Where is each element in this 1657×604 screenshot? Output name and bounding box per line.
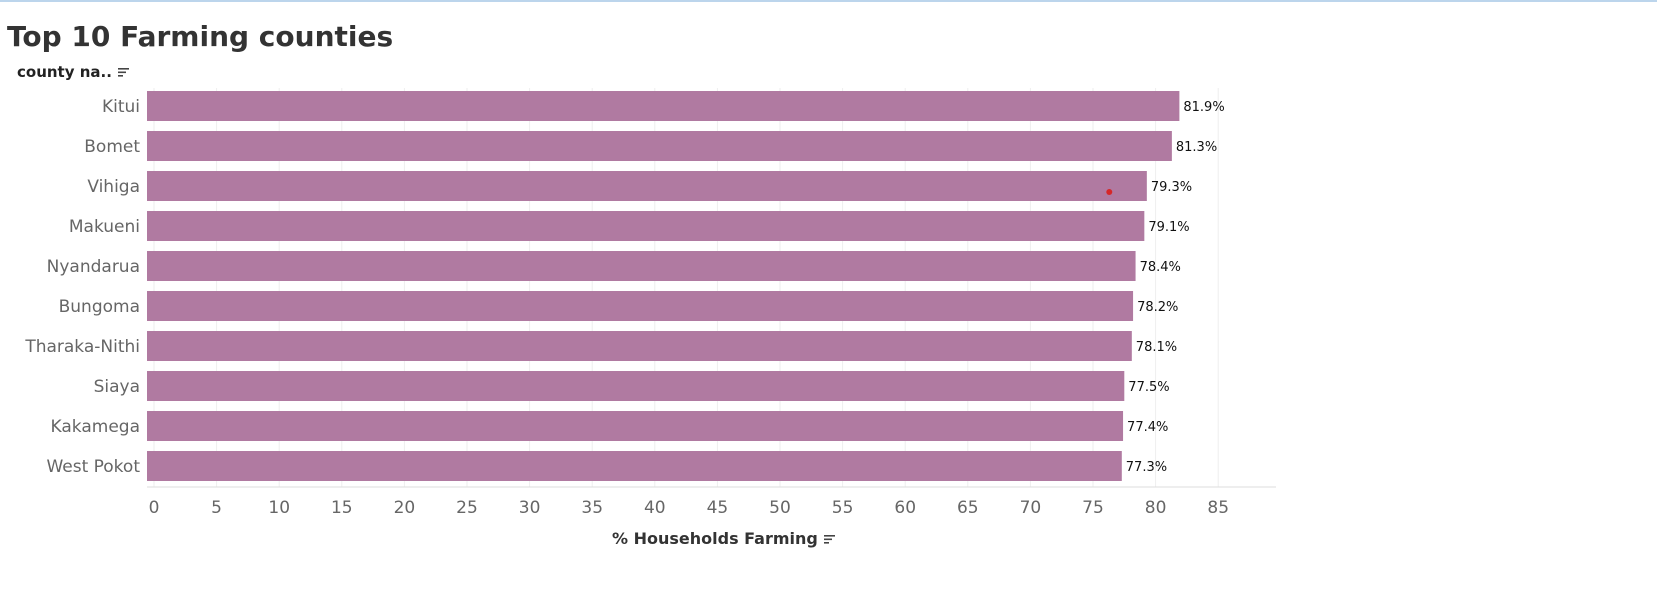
- value-label: 77.4%: [1127, 420, 1168, 435]
- category-label: Kakamega: [51, 417, 140, 437]
- x-axis-title-label: % Households Farming: [612, 529, 818, 548]
- x-tick-label: 70: [1020, 498, 1042, 518]
- x-axis-title[interactable]: % Households Farming: [612, 529, 836, 548]
- bar-siaya[interactable]: [147, 371, 1125, 401]
- x-tick-label: 20: [394, 498, 416, 518]
- marker-dot: [1106, 189, 1113, 195]
- sort-icon[interactable]: [823, 534, 836, 544]
- category-label: Makueni: [69, 217, 140, 237]
- x-tick-label: 10: [268, 498, 290, 518]
- x-tick-label: 0: [149, 498, 160, 518]
- x-tick-label: 40: [644, 498, 666, 518]
- category-label: Vihiga: [87, 177, 140, 197]
- x-tick-label: 25: [456, 498, 478, 518]
- value-label: 81.3%: [1176, 140, 1217, 155]
- category-label: Nyandarua: [47, 257, 140, 277]
- bar-west-pokot[interactable]: [147, 451, 1122, 481]
- x-tick-label: 75: [1082, 498, 1104, 518]
- value-label: 81.9%: [1183, 100, 1224, 115]
- x-tick-label: 65: [957, 498, 979, 518]
- x-tick-label: 60: [894, 498, 916, 518]
- x-tick-label: 15: [331, 498, 353, 518]
- x-tick-label: 5: [211, 498, 222, 518]
- bar-kitui[interactable]: [147, 91, 1180, 121]
- row-header[interactable]: county na..: [17, 63, 130, 81]
- top-border: [0, 0, 1657, 2]
- category-label: Tharaka-Nithi: [24, 337, 140, 357]
- value-label: 78.1%: [1136, 340, 1177, 355]
- bar-bungoma[interactable]: [147, 291, 1134, 321]
- sort-icon[interactable]: [117, 67, 130, 77]
- x-tick-label: 45: [707, 498, 729, 518]
- x-tick-label: 50: [769, 498, 791, 518]
- value-label: 78.4%: [1140, 260, 1181, 275]
- value-label: 79.1%: [1148, 220, 1189, 235]
- value-label: 78.2%: [1137, 300, 1178, 315]
- row-header-label: county na..: [17, 63, 112, 81]
- value-label: 77.5%: [1128, 380, 1169, 395]
- category-label: Siaya: [94, 377, 140, 397]
- category-label: West Pokot: [46, 457, 140, 477]
- category-label: Bomet: [84, 137, 140, 157]
- bar-kakamega[interactable]: [147, 411, 1124, 441]
- bar-makueni[interactable]: [147, 211, 1145, 241]
- category-label: Bungoma: [59, 297, 140, 317]
- x-tick-label: 80: [1145, 498, 1167, 518]
- x-tick-label: 85: [1207, 498, 1229, 518]
- bar-vihiga[interactable]: [147, 171, 1147, 201]
- bar-bomet[interactable]: [147, 131, 1172, 161]
- x-tick-label: 55: [832, 498, 854, 518]
- bar-nyandarua[interactable]: [147, 251, 1136, 281]
- value-label: 79.3%: [1151, 180, 1192, 195]
- x-tick-label: 30: [519, 498, 541, 518]
- value-label: 77.3%: [1126, 460, 1167, 475]
- category-label: Kitui: [102, 97, 140, 117]
- chart-title: Top 10 Farming counties: [7, 20, 394, 53]
- x-tick-label: 35: [581, 498, 603, 518]
- bar-tharaka-nithi[interactable]: [147, 331, 1132, 361]
